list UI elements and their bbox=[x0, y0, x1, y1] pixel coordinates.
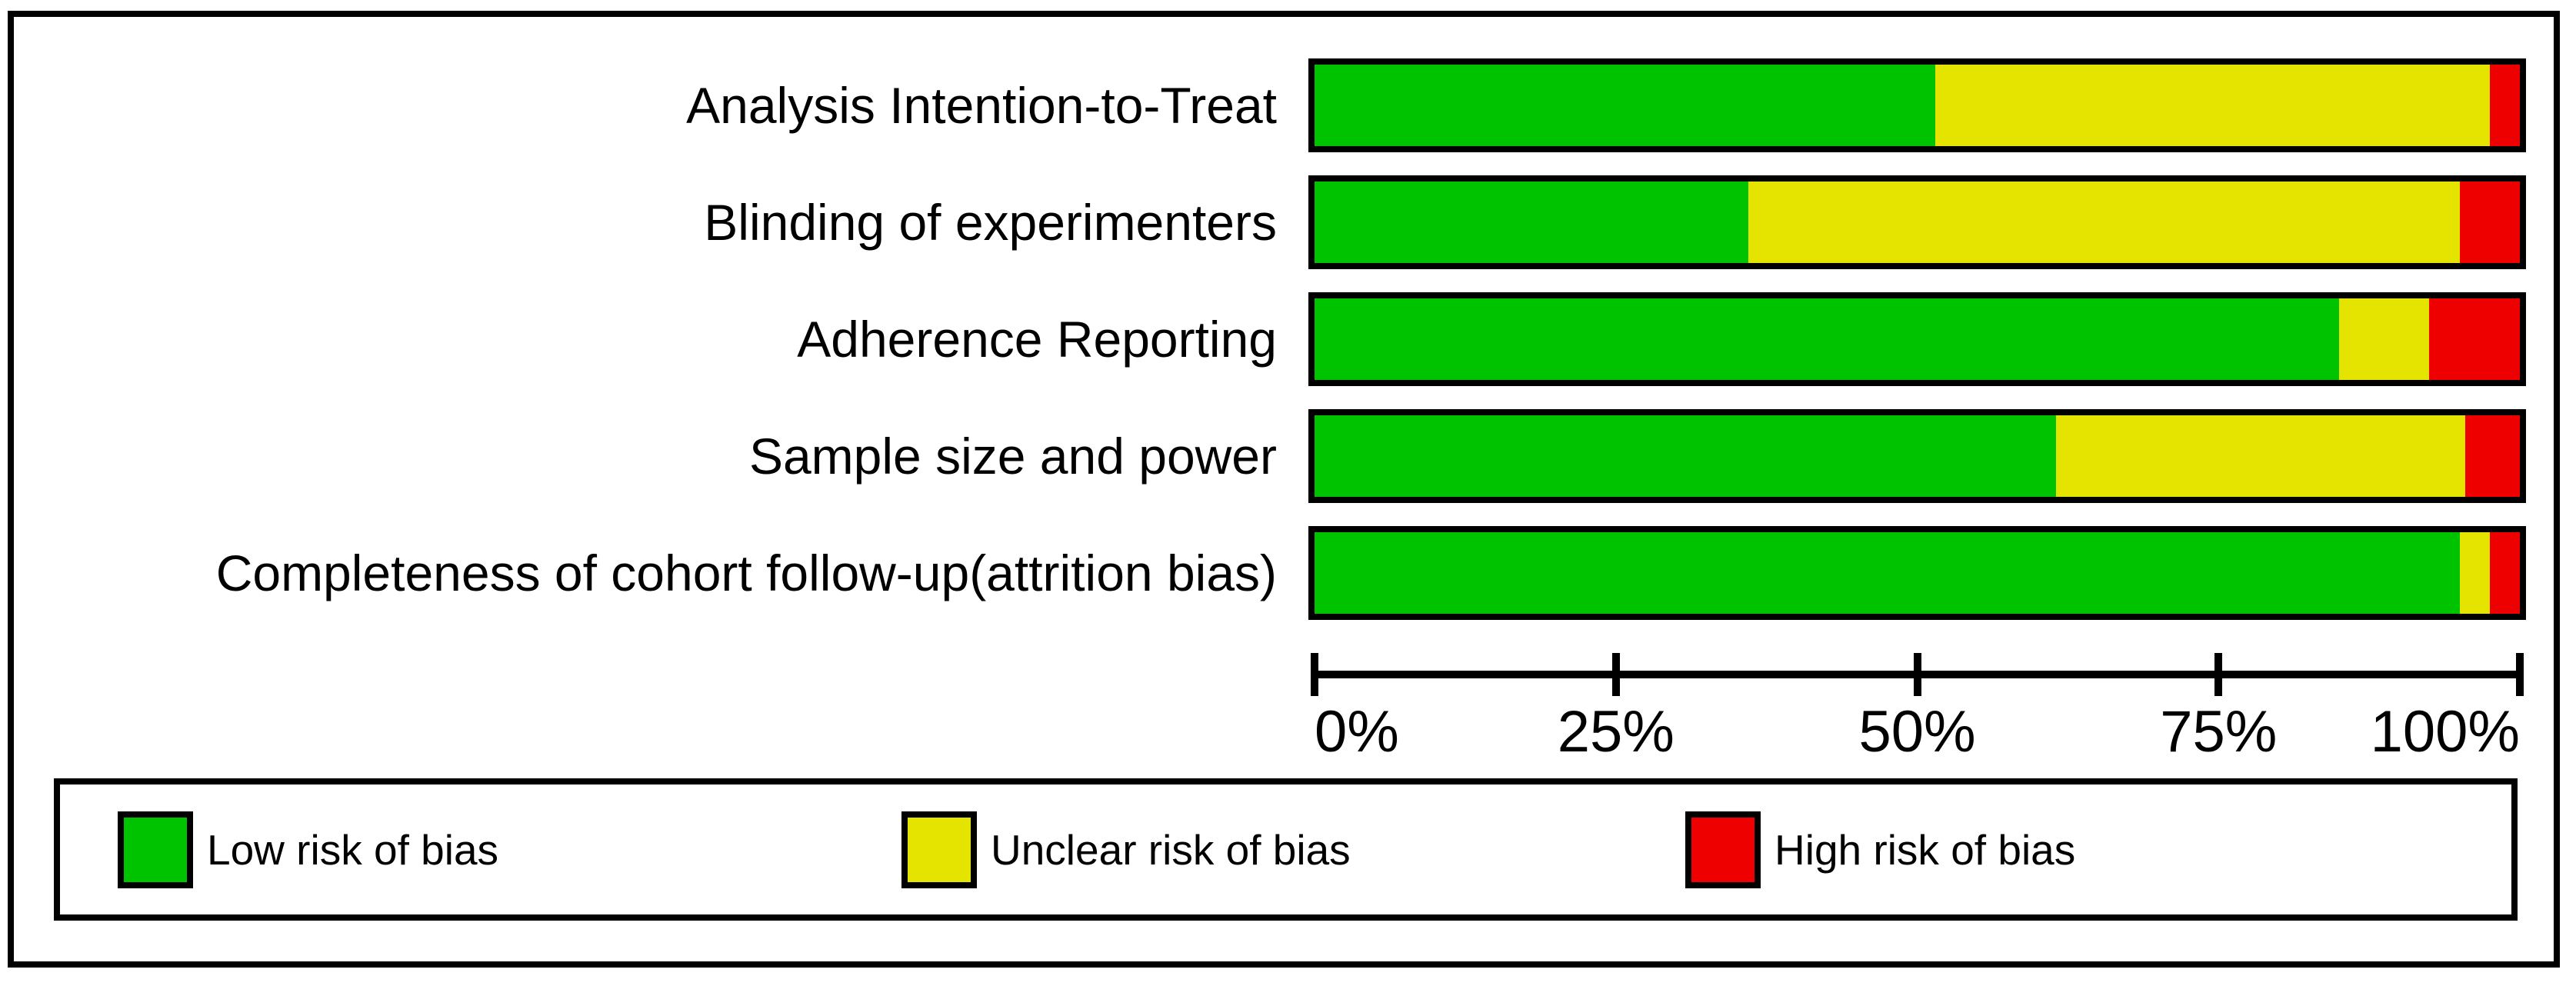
stacked-bar bbox=[1308, 409, 2526, 503]
category-label: Analysis Intention-to-Treat bbox=[686, 77, 1277, 134]
figure-border bbox=[8, 11, 2560, 968]
legend-item-label: Low risk of bias bbox=[207, 825, 499, 874]
category-label: Adherence Reporting bbox=[797, 311, 1277, 368]
legend-item: Unclear risk of bias bbox=[901, 784, 1351, 914]
stacked-bar bbox=[1308, 58, 2526, 152]
legend-item: Low risk of bias bbox=[118, 784, 498, 914]
legend-swatch-high-risk bbox=[1685, 811, 1761, 888]
legend-swatch-low-risk bbox=[118, 811, 193, 888]
segment-low-risk bbox=[1315, 65, 1935, 146]
stacked-bar bbox=[1308, 526, 2526, 620]
axis-tick-label: 25% bbox=[1557, 699, 1675, 764]
segment-high-risk bbox=[2489, 65, 2520, 146]
category-label: Completeness of cohort follow-up(attriti… bbox=[215, 545, 1277, 601]
stacked-bar bbox=[1308, 175, 2526, 269]
segment-high-risk bbox=[2489, 532, 2520, 614]
bar-row: Sample size and power bbox=[0, 409, 2576, 503]
bar-row: Analysis Intention-to-Treat bbox=[0, 58, 2576, 152]
segment-high-risk bbox=[2465, 415, 2520, 497]
axis-tick-label: 100% bbox=[2370, 699, 2520, 764]
segment-unclear-risk bbox=[1748, 182, 2460, 263]
segment-low-risk bbox=[1315, 182, 1749, 263]
axis-tick bbox=[2214, 653, 2223, 696]
legend-item-label: High risk of bias bbox=[1775, 825, 2076, 874]
segment-low-risk bbox=[1315, 532, 2460, 614]
segment-high-risk bbox=[2459, 182, 2520, 263]
segment-low-risk bbox=[1315, 415, 2056, 497]
bar-row: Blinding of experimenters bbox=[0, 175, 2576, 269]
legend-box: Low risk of bias Unclear risk of bias High… bbox=[54, 778, 2518, 921]
legend-item: High risk of bias bbox=[1685, 784, 2075, 914]
segment-high-risk bbox=[2429, 298, 2520, 380]
legend-item-label: Unclear risk of bias bbox=[991, 825, 1351, 874]
category-label: Blinding of experimenters bbox=[704, 194, 1277, 251]
axis-tick-label: 75% bbox=[2160, 699, 2278, 764]
bar-row: Adherence Reporting bbox=[0, 292, 2576, 386]
axis-tick bbox=[1611, 653, 1620, 696]
axis-tick-label: 50% bbox=[1858, 699, 1976, 764]
legend-swatch-unclear-risk bbox=[901, 811, 977, 888]
segment-low-risk bbox=[1315, 298, 2339, 380]
stacked-bar bbox=[1308, 292, 2526, 386]
axis-tick bbox=[2516, 653, 2524, 696]
category-label: Sample size and power bbox=[748, 428, 1277, 485]
segment-unclear-risk bbox=[1935, 65, 2490, 146]
axis-tick bbox=[1311, 653, 1318, 696]
axis-tick-label: 0% bbox=[1315, 699, 1399, 764]
segment-unclear-risk bbox=[2055, 415, 2466, 497]
axis-tick bbox=[1913, 653, 1921, 696]
segment-unclear-risk bbox=[2338, 298, 2430, 380]
segment-unclear-risk bbox=[2459, 532, 2490, 614]
bar-row: Completeness of cohort follow-up(attriti… bbox=[0, 526, 2576, 620]
